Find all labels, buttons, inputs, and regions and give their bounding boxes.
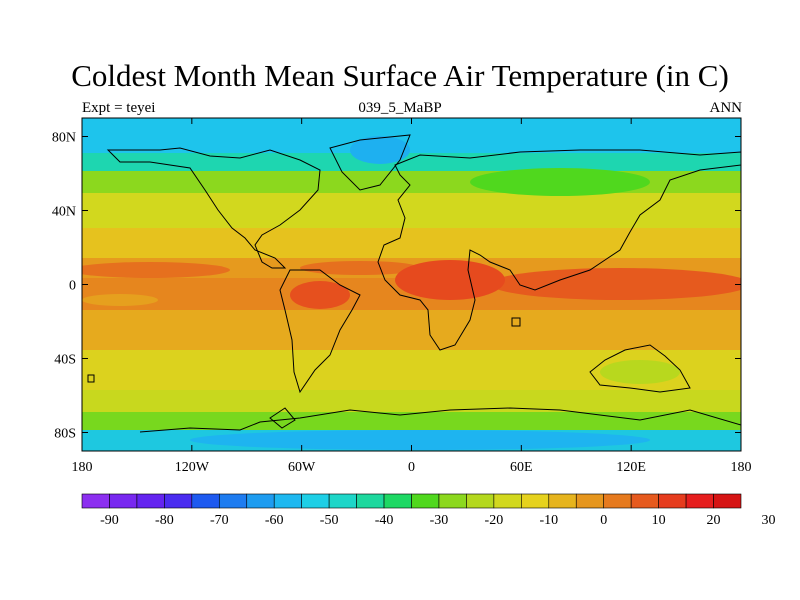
equatorial-warm-pool (490, 268, 741, 300)
south-america-hot-core (290, 281, 350, 309)
colorbar-swatch (218, 493, 248, 509)
colorbar-label: -20 (485, 513, 504, 528)
colorbar-swatch (328, 493, 357, 509)
period-label: 039_5_MaBP (358, 100, 442, 116)
colorbar-swatch (356, 493, 385, 509)
colorbar-swatch (575, 493, 605, 509)
colorbar-swatch (246, 493, 275, 509)
colorbar-label: -40 (375, 513, 394, 528)
western-pacific-cool-tongue (82, 294, 158, 306)
axis-ticks: 80N 40N 0 40S 80S 180 120W 60W 0 60E 120E 180 (52, 118, 752, 475)
colorbar-swatch (438, 493, 467, 509)
colorbar-label: -70 (210, 513, 229, 528)
colorbar-swatch (603, 493, 632, 509)
band-midlat-north (82, 193, 741, 228)
lon-tick-label: 60E (510, 460, 533, 475)
atlantic-warm-band (300, 261, 420, 275)
colorbar-swatch (466, 493, 495, 509)
coast-pacific-island (511, 317, 521, 327)
coast-south-america (279, 269, 361, 394)
lat-tick-label: 80N (52, 131, 76, 146)
lat-tick-label: 40N (52, 205, 76, 220)
colorbar-label: 10 (652, 513, 666, 528)
colorbar-swatch (521, 493, 550, 509)
antarctic-coast-cold (190, 430, 650, 450)
colorbar-label: -90 (100, 513, 119, 528)
colorbar-swatch (273, 493, 302, 509)
colorbar-swatch (301, 493, 330, 509)
lat-tick-label: 80S (54, 427, 76, 442)
colorbar-swatch (136, 493, 165, 509)
australia-cool-interior (600, 360, 680, 384)
siberia-cold-region (470, 168, 650, 196)
colorbar-swatch (630, 493, 659, 509)
colorbar-swatch (109, 493, 138, 509)
coast-north-america (106, 147, 321, 269)
colorbar-label: -10 (539, 513, 558, 528)
colorbar-swatch (658, 493, 687, 509)
coastlines (87, 134, 741, 433)
colorbar-swatch (713, 493, 742, 509)
band-midlat-south (82, 390, 741, 412)
colorbar-label: -50 (320, 513, 339, 528)
coast-eurasia-africa (377, 149, 741, 351)
colorbar-label: -80 (155, 513, 174, 528)
band-subtropic-north (82, 228, 741, 258)
coast-antarctic-peninsula (269, 407, 296, 429)
coast-australia (589, 344, 691, 393)
coast-antarctica (139, 407, 741, 433)
colorbar-swatch (548, 493, 577, 509)
coast-new-zealand (87, 374, 95, 383)
colorbar-swatch (164, 493, 193, 509)
lon-tick-label: 180 (72, 460, 93, 475)
colorbar-swatch (411, 493, 440, 509)
coast-greenland (329, 134, 411, 191)
africa-hot-core (395, 260, 505, 300)
greenland-cold-region (350, 136, 410, 164)
colorbar-label: -30 (430, 513, 449, 528)
colorbar-label: 30 (761, 513, 775, 528)
band-subpolar-south (82, 412, 741, 430)
colorbar-swatch (191, 493, 220, 509)
colorbar-swatch (383, 493, 412, 509)
pacific-warm-tongue (82, 262, 230, 278)
colorbar-label: -60 (265, 513, 284, 528)
lon-tick-label: 60W (288, 460, 316, 475)
lon-tick-label: 0 (408, 460, 415, 475)
lat-tick-label: 40S (54, 353, 76, 368)
map-title: Coldest Month Mean Surface Air Temperatu… (71, 58, 729, 93)
lon-tick-label: 180 (731, 460, 752, 475)
colorbar-swatch (685, 493, 714, 509)
season-label: ANN (709, 100, 743, 116)
colorbar-swatch (81, 493, 110, 509)
experiment-label: Expt = teyei (82, 100, 156, 116)
band-subpolar-north (82, 153, 741, 171)
colorbar: -90-80-70-60-50-40-30-20-1001020304050 (81, 493, 775, 528)
colorbar-label: 20 (707, 513, 721, 528)
lat-tick-label: 0 (69, 279, 76, 294)
band-tropic-south (82, 310, 741, 350)
lon-tick-label: 120W (175, 460, 210, 475)
map-plot-area (82, 118, 741, 451)
colorbar-label: 0 (600, 513, 607, 528)
colorbar-swatch (493, 493, 522, 509)
lon-tick-label: 120E (616, 460, 646, 475)
